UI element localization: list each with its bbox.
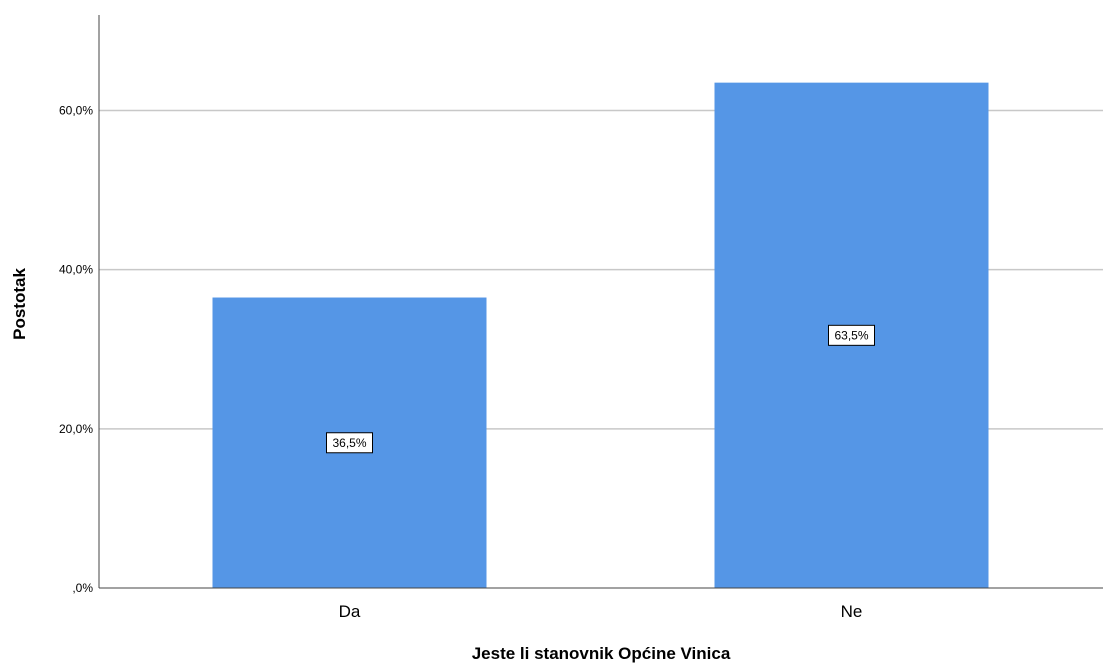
y-tick-label: 60,0% <box>59 104 93 118</box>
data-label-da: 36,5% <box>326 432 373 454</box>
x-tick-label: Ne <box>841 602 863 621</box>
axes <box>98 15 1103 589</box>
data-label-ne: 63,5% <box>828 324 875 346</box>
y-tick-labels: ,0% 20,0% 40,0% 60,0% <box>59 104 93 596</box>
x-tick-labels: Da Ne <box>339 602 863 621</box>
data-label-box <box>828 324 875 346</box>
y-tick-label: ,0% <box>72 581 93 595</box>
y-axis-title: Postotak <box>10 268 29 340</box>
data-labels: 36,5% 63,5% <box>326 324 875 454</box>
x-axis-title: Jeste li stanovnik Općine Vinica <box>472 644 731 663</box>
y-tick-label: 40,0% <box>59 263 93 277</box>
data-label-text: 63,5% <box>834 328 868 342</box>
data-label-box <box>326 432 373 454</box>
data-label-text: 36,5% <box>332 436 366 450</box>
x-tick-label: Da <box>339 602 361 621</box>
y-tick-label: 20,0% <box>59 422 93 436</box>
